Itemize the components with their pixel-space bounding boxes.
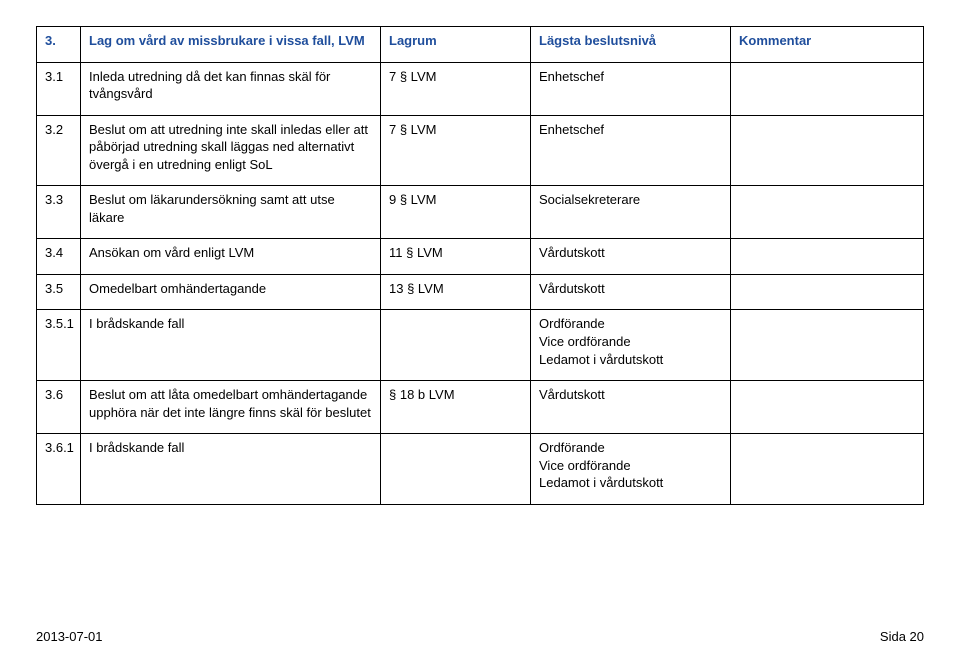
row-kommentar (731, 274, 924, 310)
table-row: 3.5.1 I brådskande fall OrdförandeVice o… (37, 310, 924, 381)
col-lagsta: Lägsta beslutsnivå (531, 27, 731, 63)
page: 3. Lag om vård av missbrukare i vissa fa… (0, 0, 960, 662)
row-lagrum: 7 § LVM (381, 62, 531, 115)
row-number: 3.5 (37, 274, 81, 310)
table-row: 3.4 Ansökan om vård enligt LVM 11 § LVM … (37, 239, 924, 275)
footer-date: 2013-07-01 (36, 629, 103, 644)
row-number: 3.4 (37, 239, 81, 275)
table-row: 3.6.1 I brådskande fall OrdförandeVice o… (37, 434, 924, 505)
row-lagrum: 9 § LVM (381, 186, 531, 239)
row-niva: Vårdutskott (531, 381, 731, 434)
table-row: 3.1 Inleda utredning då det kan finnas s… (37, 62, 924, 115)
row-niva: Vårdutskott (531, 239, 731, 275)
row-kommentar (731, 239, 924, 275)
row-kommentar (731, 186, 924, 239)
section-number: 3. (37, 27, 81, 63)
row-text: Beslut om att låta omedelbart omhänderta… (81, 381, 381, 434)
table-row: 3.6 Beslut om att låta omedelbart omhänd… (37, 381, 924, 434)
row-kommentar (731, 115, 924, 186)
row-niva: OrdförandeVice ordförandeLedamot i vårdu… (531, 310, 731, 381)
row-kommentar (731, 310, 924, 381)
table-row: 3.5 Omedelbart omhändertagande 13 § LVM … (37, 274, 924, 310)
page-footer: 2013-07-01 Sida 20 (36, 629, 924, 644)
col-kommentar: Kommentar (731, 27, 924, 63)
row-text: Ansökan om vård enligt LVM (81, 239, 381, 275)
row-text: I brådskande fall (81, 434, 381, 505)
row-text: I brådskande fall (81, 310, 381, 381)
footer-page: Sida 20 (880, 629, 924, 644)
table-header-row: 3. Lag om vård av missbrukare i vissa fa… (37, 27, 924, 63)
row-text: Beslut om att utredning inte skall inled… (81, 115, 381, 186)
table-row: 3.3 Beslut om läkarundersökning samt att… (37, 186, 924, 239)
regulation-table: 3. Lag om vård av missbrukare i vissa fa… (36, 26, 924, 505)
row-lagrum: 13 § LVM (381, 274, 531, 310)
row-niva: OrdförandeVice ordförandeLedamot i vårdu… (531, 434, 731, 505)
row-niva: Enhetschef (531, 62, 731, 115)
row-lagrum (381, 434, 531, 505)
row-lagrum (381, 310, 531, 381)
row-lagrum: 11 § LVM (381, 239, 531, 275)
row-number: 3.6.1 (37, 434, 81, 505)
row-number: 3.2 (37, 115, 81, 186)
row-number: 3.6 (37, 381, 81, 434)
row-text: Omedelbart omhändertagande (81, 274, 381, 310)
row-kommentar (731, 381, 924, 434)
row-text: Inleda utredning då det kan finnas skäl … (81, 62, 381, 115)
row-kommentar (731, 434, 924, 505)
row-text: Beslut om läkarundersökning samt att uts… (81, 186, 381, 239)
section-title: Lag om vård av missbrukare i vissa fall,… (81, 27, 381, 63)
table-row: 3.2 Beslut om att utredning inte skall i… (37, 115, 924, 186)
row-lagrum: 7 § LVM (381, 115, 531, 186)
row-niva: Enhetschef (531, 115, 731, 186)
row-niva: Vårdutskott (531, 274, 731, 310)
row-number: 3.3 (37, 186, 81, 239)
row-number: 3.5.1 (37, 310, 81, 381)
row-lagrum: § 18 b LVM (381, 381, 531, 434)
row-number: 3.1 (37, 62, 81, 115)
row-niva: Socialsekreterare (531, 186, 731, 239)
col-lagrum: Lagrum (381, 27, 531, 63)
row-kommentar (731, 62, 924, 115)
